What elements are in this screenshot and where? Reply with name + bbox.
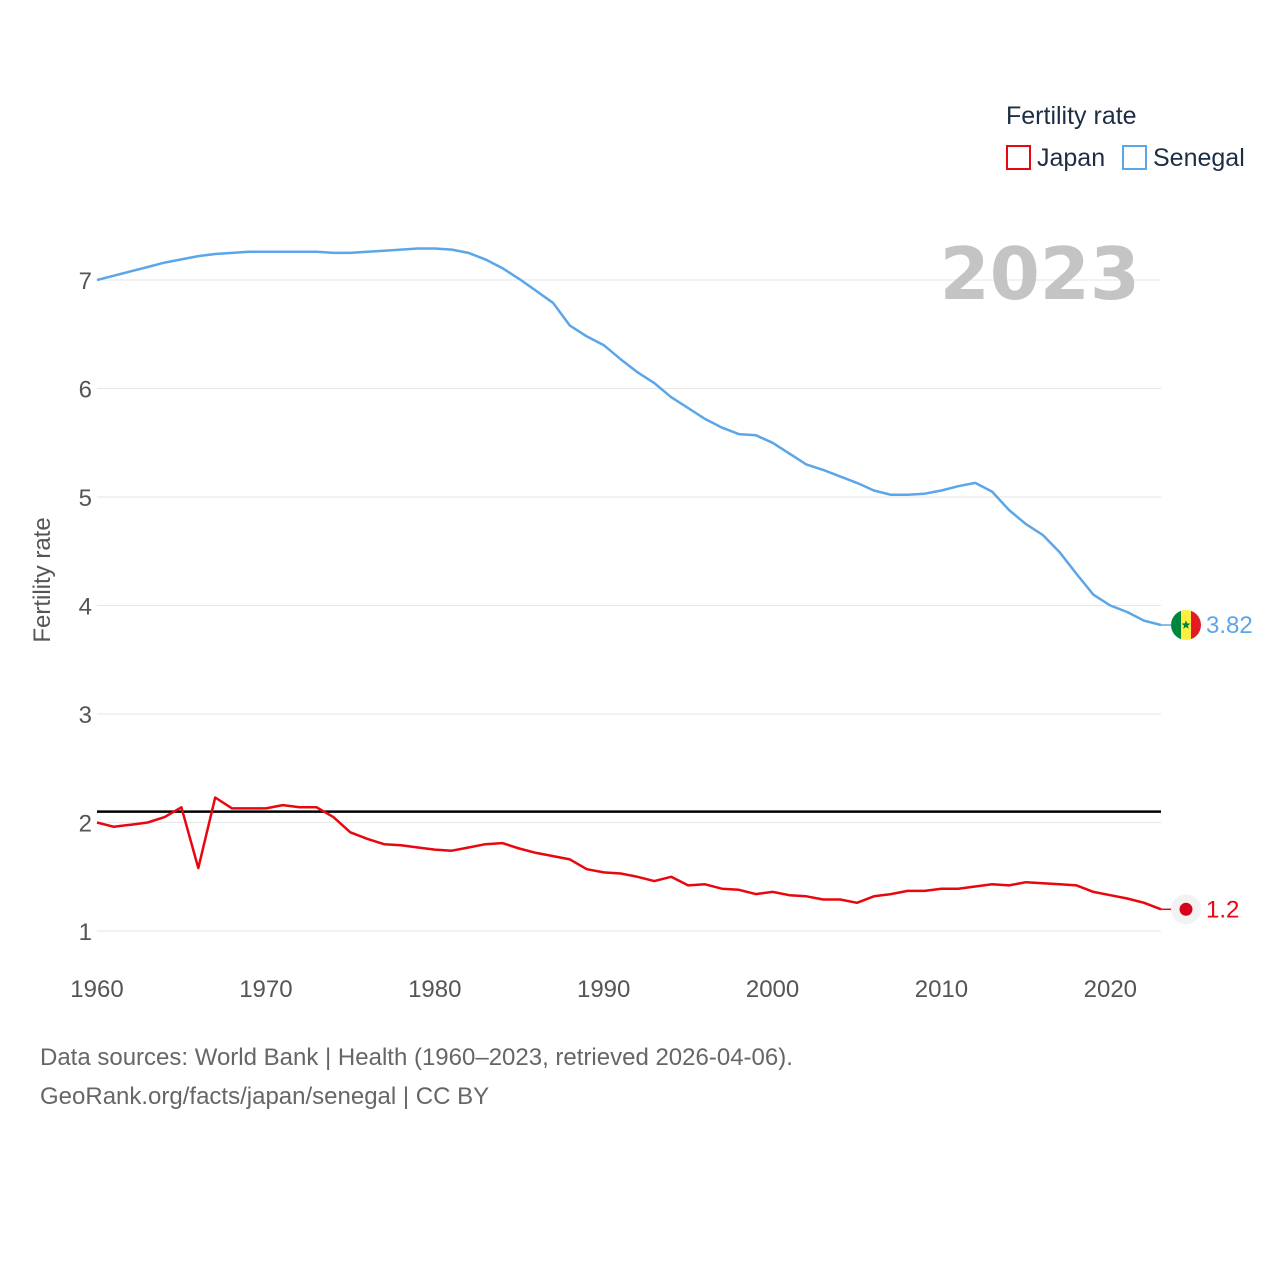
legend-title: Fertility rate: [1006, 102, 1137, 130]
y-tick-label-1: 1: [79, 919, 92, 946]
japan-flag-icon: [1171, 894, 1201, 925]
x-tick-label-2000: 2000: [746, 976, 799, 1003]
y-tick-label-3: 3: [79, 702, 92, 729]
y-tick-label-2: 2: [79, 811, 92, 838]
senegal-flag-icon: [1171, 610, 1201, 641]
series-line-japan[interactable]: [96, 796, 1162, 911]
y-axis-title: Fertility rate: [29, 517, 56, 642]
current-year-label: 2023: [940, 232, 1140, 316]
x-tick-label-2020: 2020: [1084, 976, 1137, 1003]
gridlines: [97, 279, 1161, 932]
y-tick-label-7: 7: [79, 268, 92, 295]
x-tick-label-1980: 1980: [408, 976, 461, 1003]
y-tick-label-6: 6: [79, 377, 92, 404]
end-label-japan: 1.2: [1206, 896, 1239, 923]
legend[interactable]: Fertility rate Japan Senegal: [1006, 102, 1245, 172]
x-tick-label-1960: 1960: [70, 976, 123, 1003]
y-tick-label-4: 4: [79, 594, 92, 621]
series-line-senegal[interactable]: [96, 247, 1162, 627]
x-tick-label-1990: 1990: [577, 976, 630, 1003]
attribution-link[interactable]: GeoRank.org/facts/japan/senegal | CC BY: [40, 1083, 490, 1110]
fertility-rate-chart: 1 2 3 4 5 6 7 1960 1970 1980 1990 2000 2010 2020 202…: [29, 102, 1253, 1003]
legend-label-senegal[interactable]: Senegal: [1153, 144, 1245, 172]
legend-swatch-japan[interactable]: [1006, 145, 1031, 170]
legend-label-japan[interactable]: Japan: [1037, 144, 1105, 172]
y-axis-ticks: 1 2 3 4 5 6 7: [79, 268, 92, 946]
data-source-note: Data sources: World Bank | Health (1960–…: [40, 1044, 793, 1071]
legend-swatch-senegal[interactable]: [1122, 145, 1147, 170]
y-tick-label-5: 5: [79, 485, 92, 512]
x-axis-ticks: 1960 1970 1980 1990 2000 2010 2020: [70, 976, 1137, 1003]
end-label-senegal: 3.82: [1206, 612, 1253, 639]
x-tick-label-2010: 2010: [915, 976, 968, 1003]
x-tick-label-1970: 1970: [239, 976, 292, 1003]
